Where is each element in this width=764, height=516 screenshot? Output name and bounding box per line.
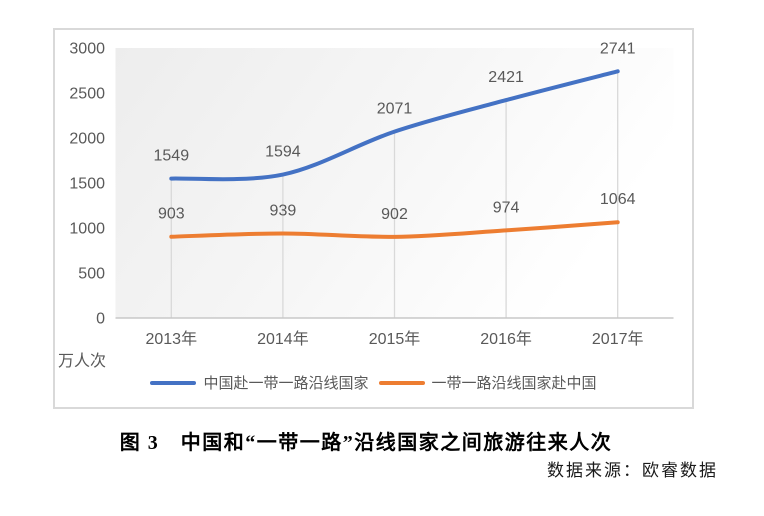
legend-line-sample-orange [378, 380, 425, 385]
chart-svg: 0 500 1000 1500 2000 2500 3000 2013年 2014年 2015年 2… [69, 40, 674, 348]
data-label: 903 [158, 206, 185, 223]
y-axis-tick-label: 1000 [69, 221, 105, 238]
chart-legend: 中国赴一带一路沿线国家 一带一路沿线国家赴中国 [55, 372, 692, 393]
data-label: 1549 [154, 148, 190, 165]
data-label: 1594 [265, 144, 301, 161]
data-source-note: 数据来源：欧睿数据 [547, 461, 718, 480]
legend-item-china-outbound: 中国赴一带一路沿线国家 [150, 372, 369, 393]
legend-line-sample-blue [150, 380, 197, 385]
legend-label-inbound-china: 一带一路沿线国家赴中国 [431, 375, 597, 392]
data-label: 1064 [600, 191, 636, 208]
x-axis-tick-label: 2017年 [592, 330, 644, 348]
data-label: 939 [270, 202, 297, 219]
data-label: 2071 [377, 101, 413, 118]
data-label: 902 [381, 206, 408, 223]
series-line-1 [169, 220, 620, 239]
data-label: 2741 [600, 40, 636, 57]
x-axis-tick-label: 2014年 [257, 330, 309, 348]
y-axis-tick-label: 3000 [69, 41, 105, 58]
y-axis-tick-label: 2000 [69, 131, 105, 148]
series-line-0 [169, 69, 620, 182]
y-axis-tick-label: 0 [96, 311, 105, 328]
y-axis-tick-label: 2500 [69, 86, 105, 103]
y-axis-tick-label: 1500 [69, 176, 105, 193]
legend-label-china-outbound: 中国赴一带一路沿线国家 [203, 375, 369, 392]
x-axis-tick-label: 2016年 [480, 330, 532, 348]
figure-caption: 图 3 中国和“一带一路”沿线国家之间旅游往来人次 [119, 432, 613, 454]
y-axis-tick-label: 500 [78, 266, 105, 283]
data-label: 2421 [488, 69, 524, 86]
data-label: 974 [493, 199, 520, 216]
legend-item-inbound-china: 一带一路沿线国家赴中国 [378, 372, 597, 393]
x-axis-tick-label: 2015年 [369, 330, 421, 348]
y-axis-unit-label: 万人次 [58, 353, 107, 370]
chart-container: 0 500 1000 1500 2000 2500 3000 2013年 2014年 2015年 2… [53, 28, 694, 409]
x-axis-tick-label: 2013年 [145, 330, 197, 348]
